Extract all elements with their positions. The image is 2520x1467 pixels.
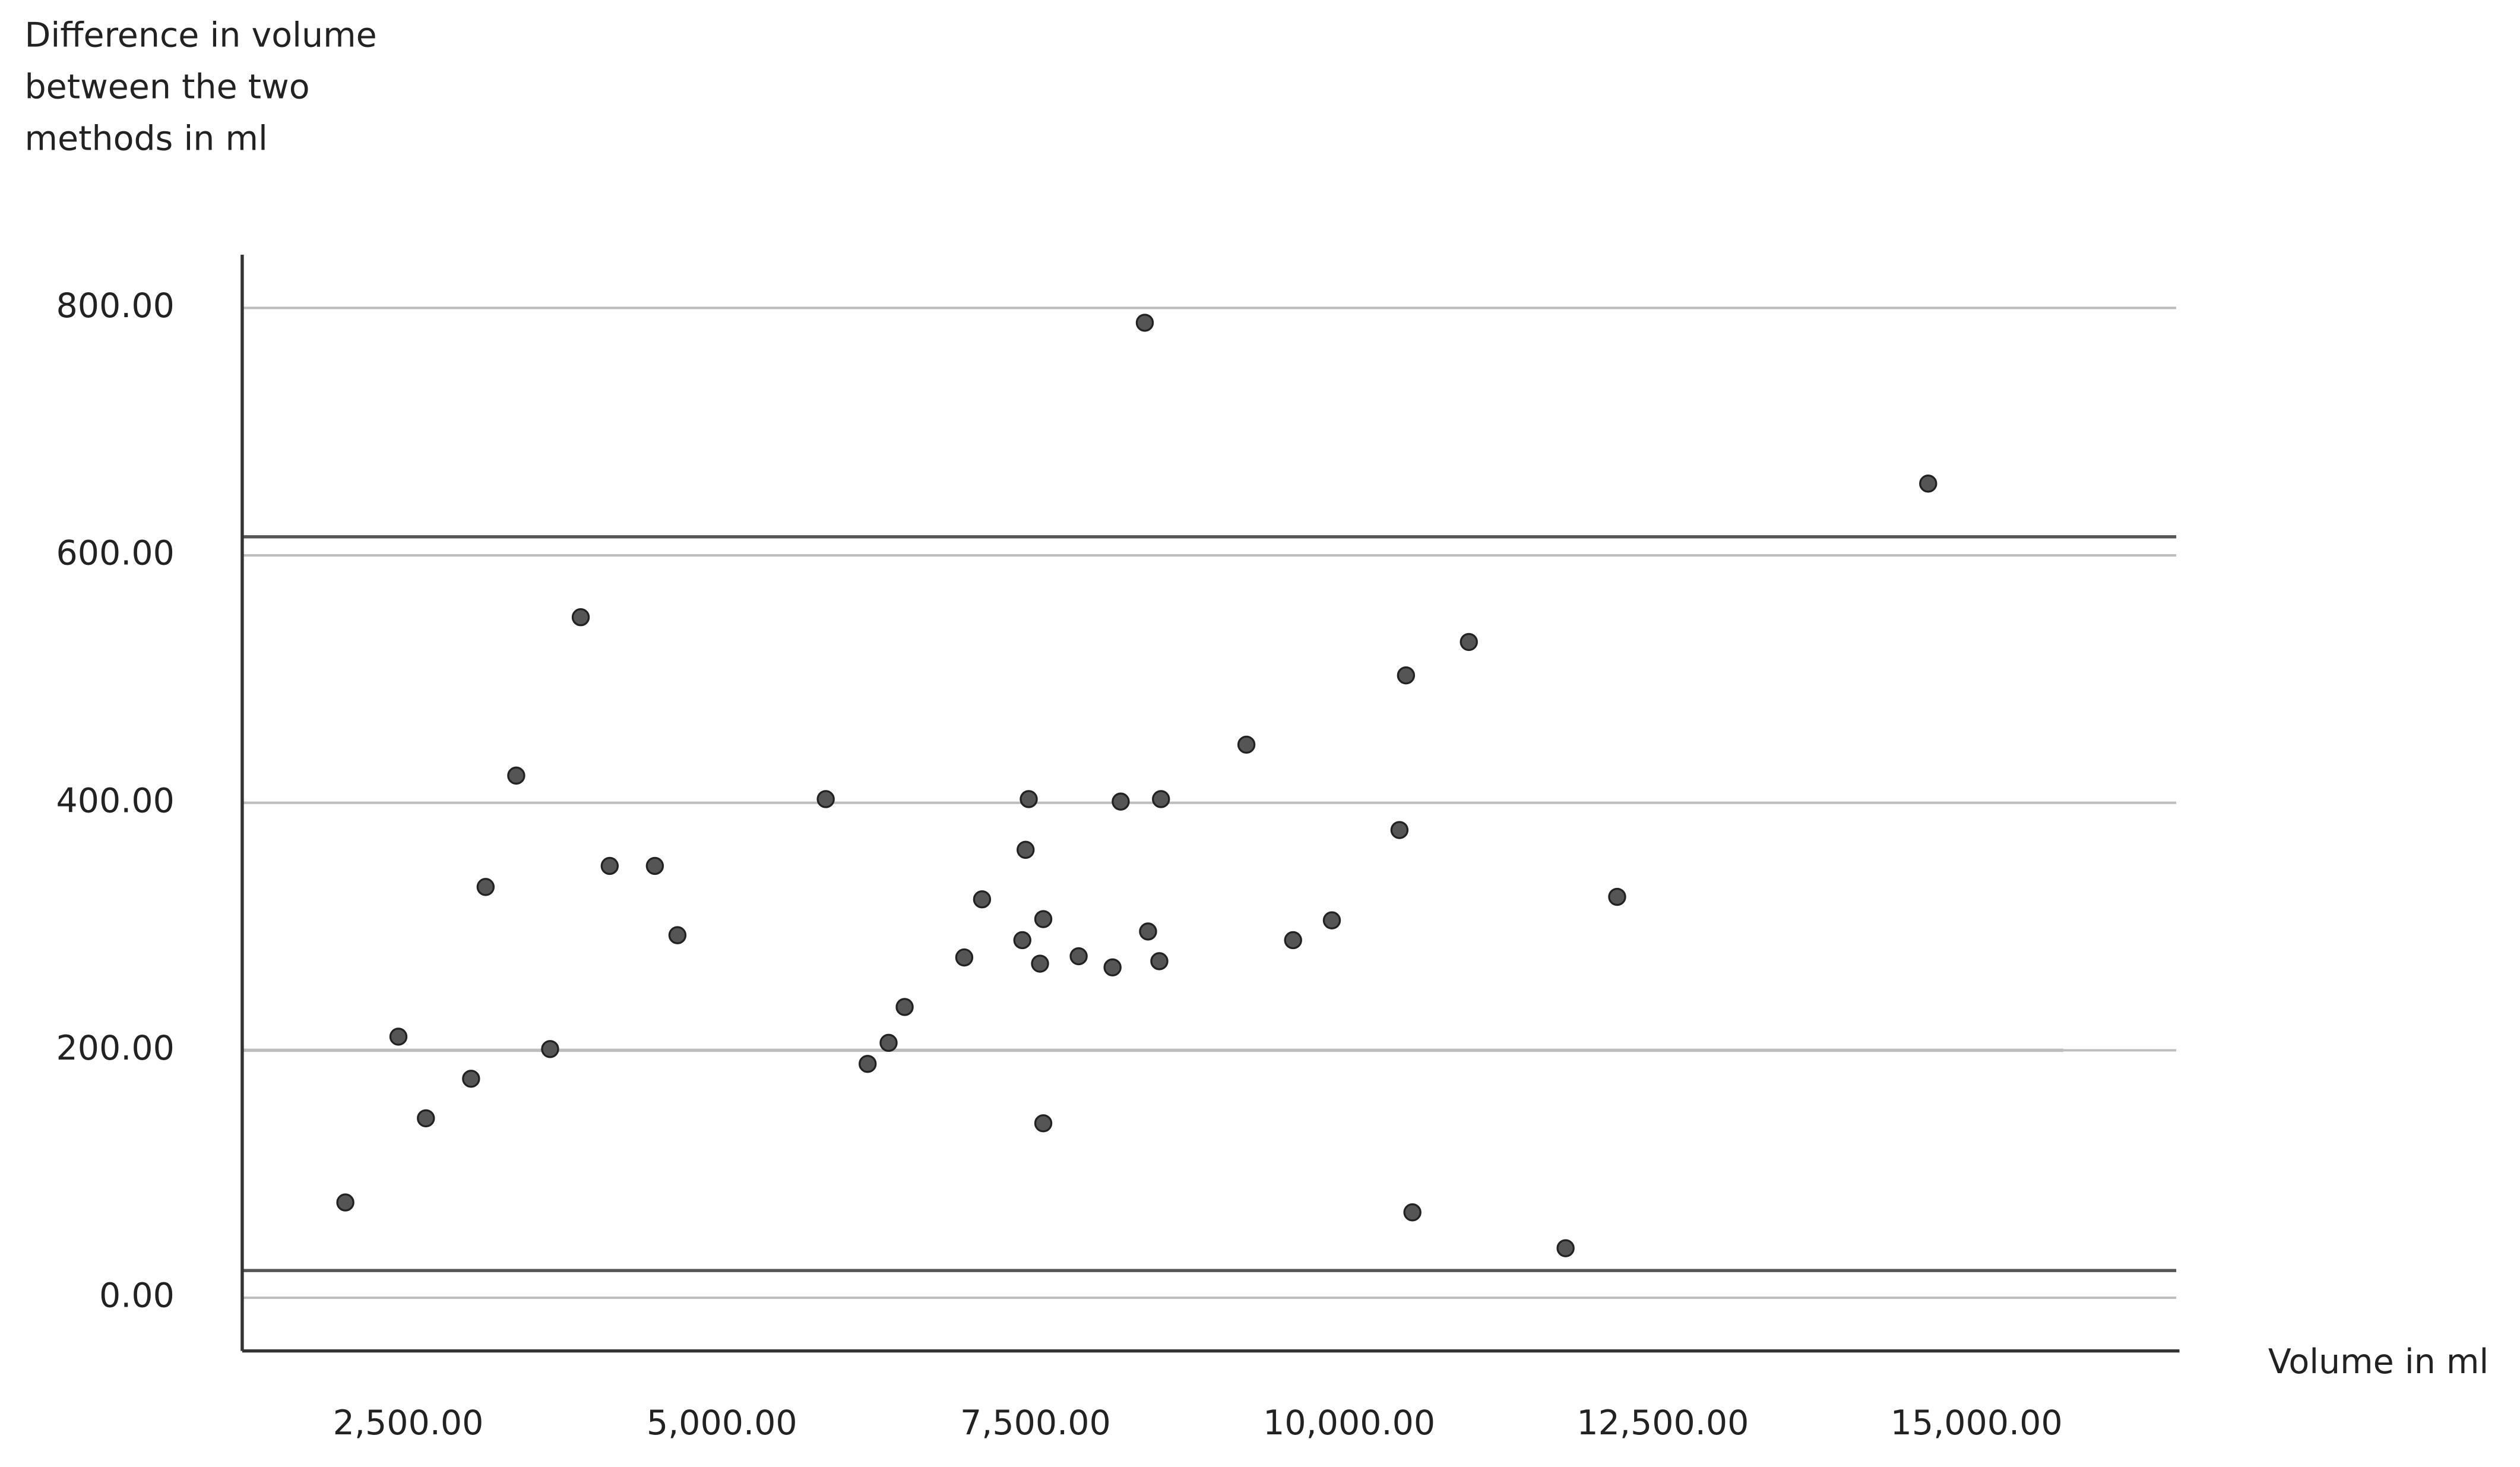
y-tick-label: 400.00 — [56, 781, 175, 820]
point — [1031, 954, 1049, 973]
point — [462, 1070, 480, 1088]
point — [600, 856, 619, 875]
point — [507, 766, 525, 785]
point — [1017, 840, 1035, 859]
point — [1020, 790, 1038, 808]
x-tick-label: 7,500.00 — [960, 1403, 1111, 1443]
point — [645, 856, 664, 875]
point — [1403, 1203, 1422, 1222]
point — [476, 878, 495, 896]
point — [1237, 735, 1256, 754]
x-tick-label: 2,500.00 — [333, 1403, 484, 1443]
point — [336, 1193, 354, 1212]
point — [973, 890, 992, 909]
point — [1135, 314, 1154, 332]
point — [1150, 952, 1169, 970]
point — [417, 1109, 435, 1128]
point — [1397, 666, 1416, 685]
point — [816, 790, 835, 808]
point — [1034, 1114, 1053, 1133]
point — [1919, 475, 1938, 493]
point — [1608, 887, 1626, 906]
point — [1284, 931, 1302, 950]
y-tick-label: 800.00 — [56, 286, 175, 325]
point — [1460, 633, 1478, 652]
x-tick-label: 5,000.00 — [647, 1403, 797, 1443]
point — [879, 1033, 898, 1052]
y-tick-label: 200.00 — [56, 1029, 175, 1068]
x-axis-title: Volume in ml — [2268, 1342, 2489, 1381]
y-tick-label: 0.00 — [99, 1276, 175, 1316]
point — [1322, 911, 1341, 929]
point — [955, 948, 974, 967]
point — [1103, 958, 1122, 976]
y-tick-label: 600.00 — [56, 534, 175, 573]
point — [571, 608, 590, 627]
point — [1034, 910, 1053, 928]
point — [1112, 792, 1130, 811]
point — [1013, 931, 1031, 950]
point — [1390, 821, 1409, 839]
point — [1556, 1239, 1575, 1257]
y-axis-title-box: Difference in volume between the two met… — [24, 16, 377, 158]
point — [859, 1055, 877, 1073]
point — [895, 998, 914, 1016]
y-axis-title: Difference in volume between the two met… — [24, 16, 377, 158]
x-tick-label: 10,000.00 — [1263, 1403, 1435, 1443]
point — [541, 1040, 559, 1058]
point — [389, 1027, 408, 1046]
x-tick-label: 12,500.00 — [1576, 1403, 1749, 1443]
point — [1139, 922, 1157, 941]
point — [1152, 790, 1170, 808]
x-tick-label: 15,000.00 — [1891, 1403, 2063, 1443]
point — [1069, 947, 1088, 966]
point — [668, 926, 687, 944]
